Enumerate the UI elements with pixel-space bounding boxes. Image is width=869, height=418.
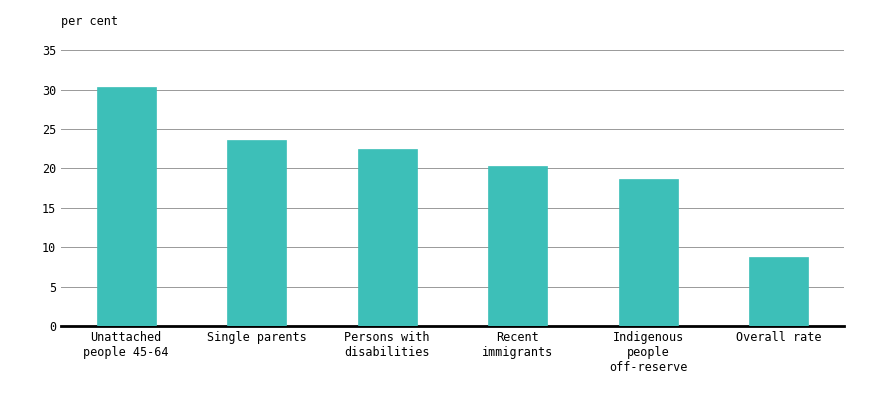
Bar	[96, 87, 156, 326]
Bar	[227, 140, 286, 326]
Bar	[748, 257, 807, 326]
Bar	[488, 166, 547, 326]
Bar	[357, 150, 416, 326]
Bar	[618, 178, 677, 326]
Text: per cent: per cent	[61, 15, 118, 28]
